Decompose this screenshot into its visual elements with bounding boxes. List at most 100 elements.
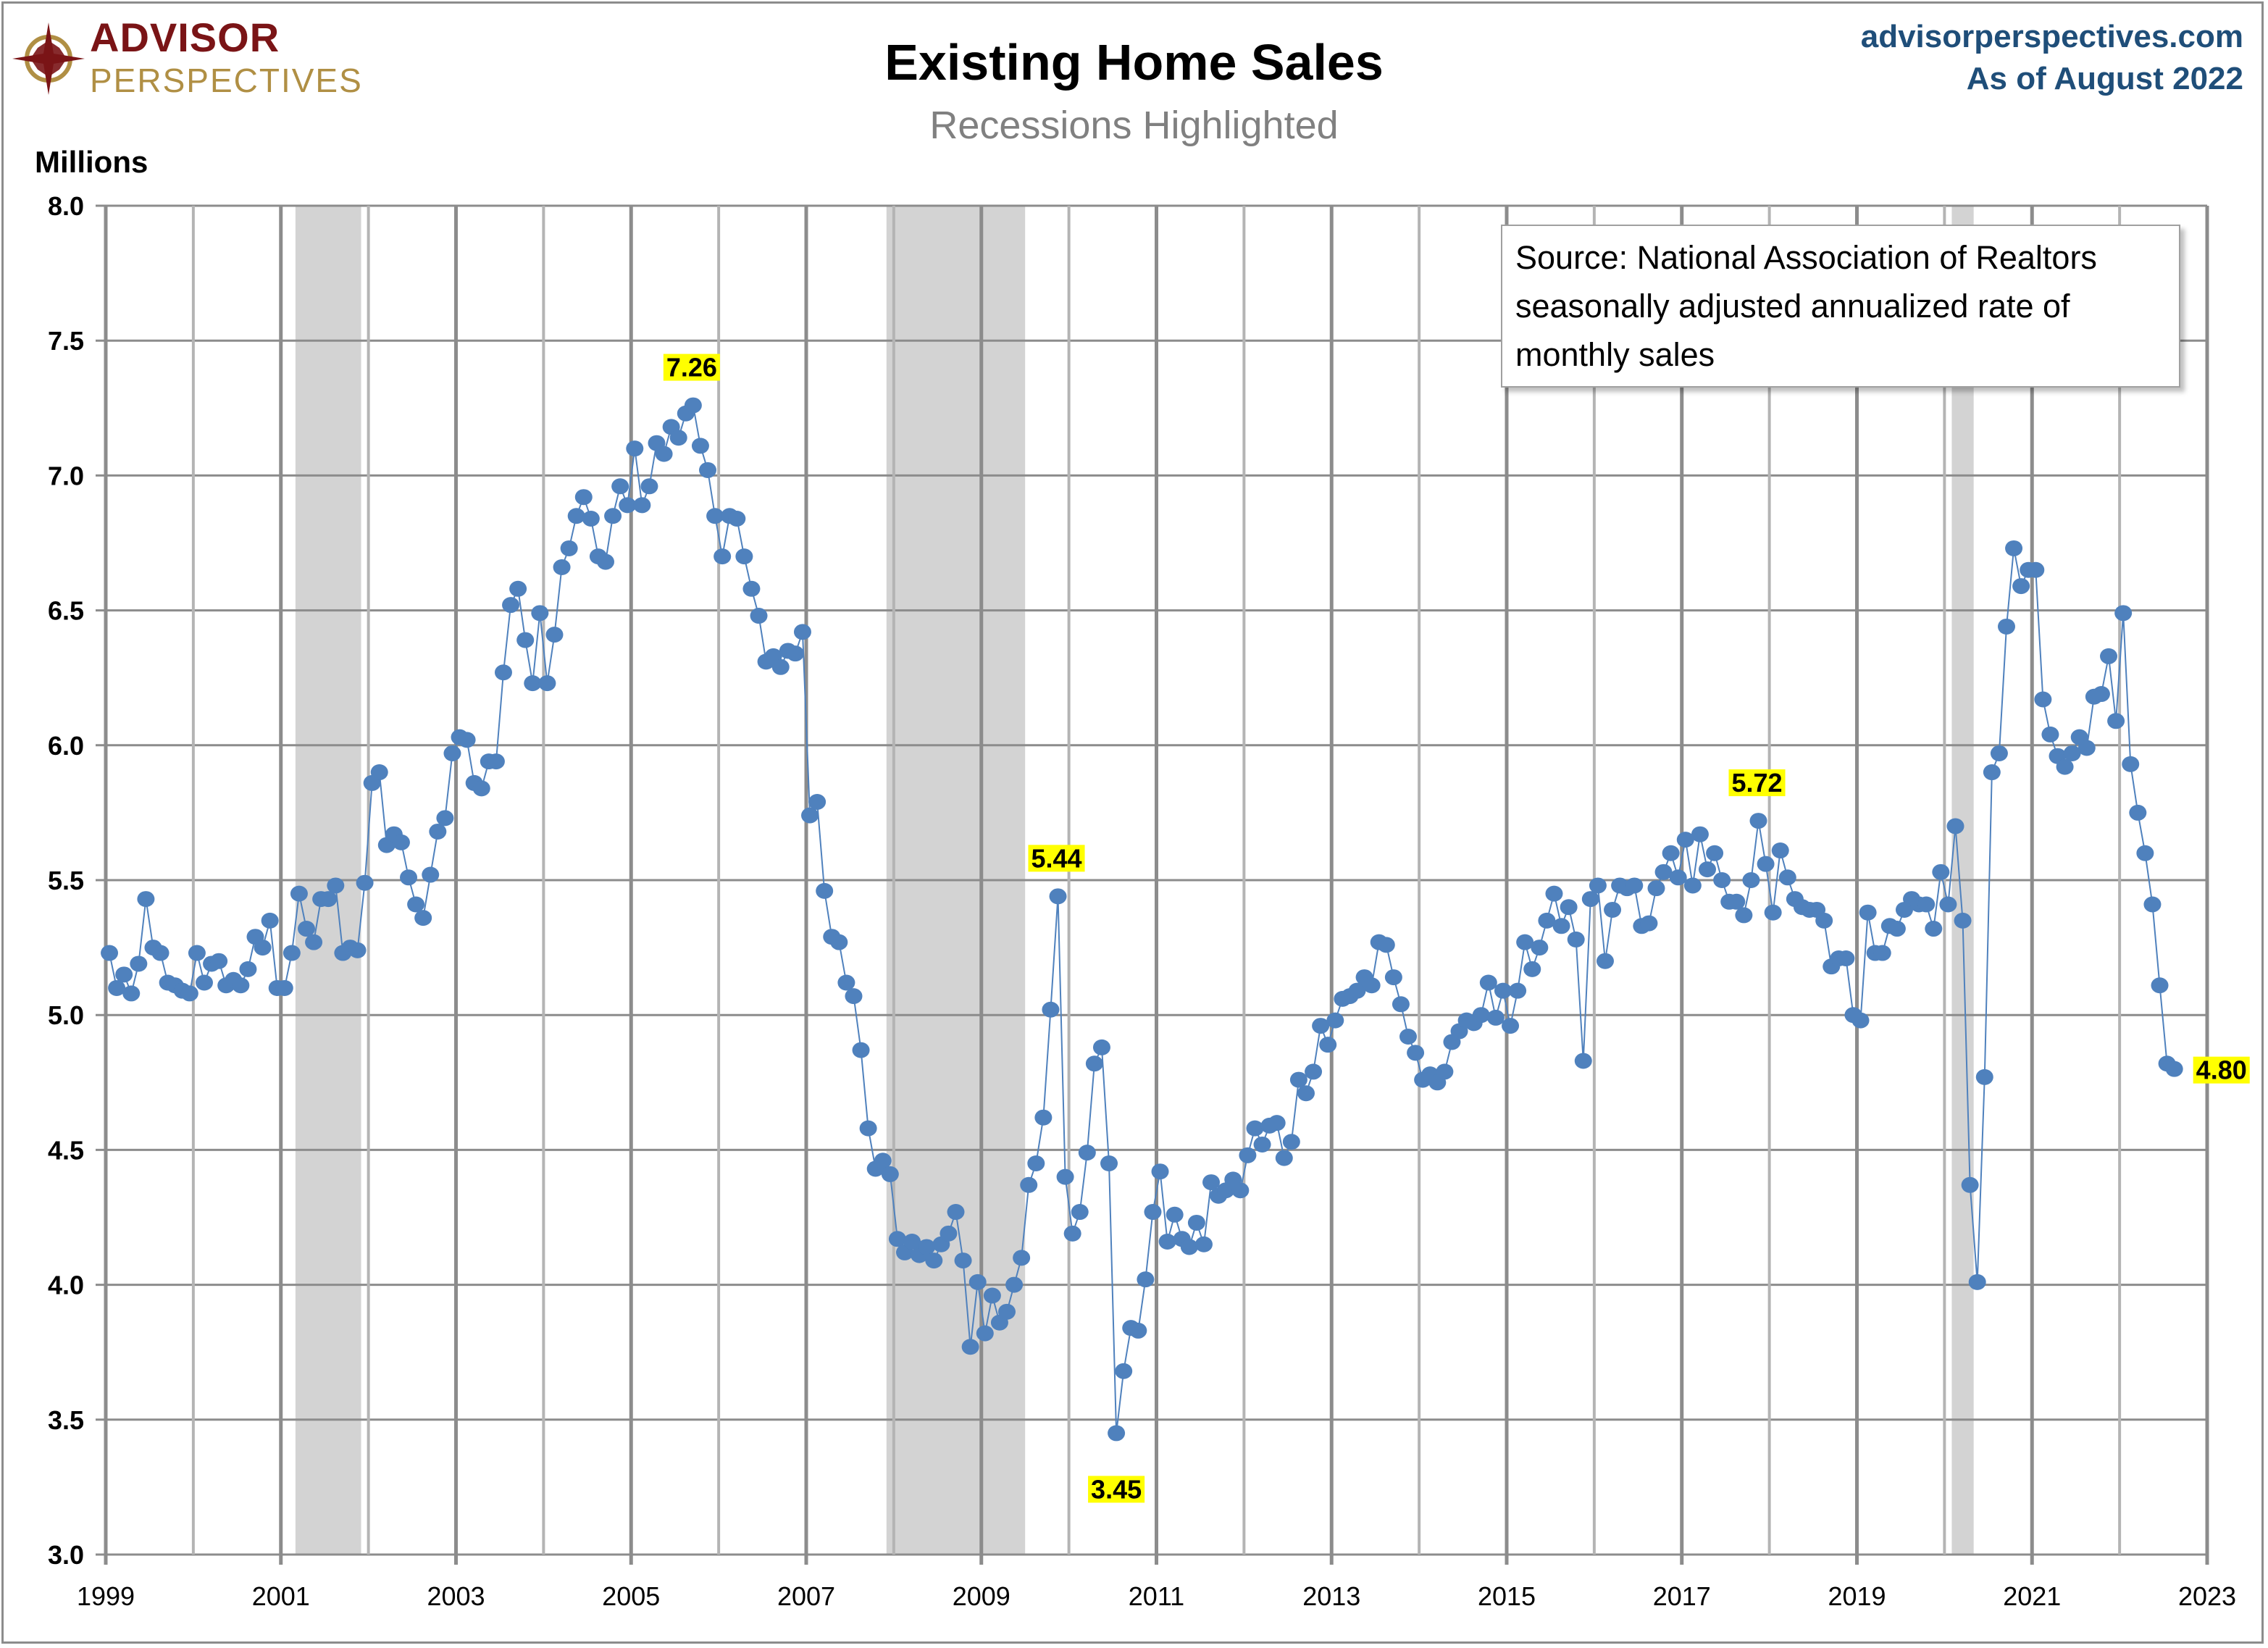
data-point [1888,921,1906,937]
data-point [2114,605,2133,622]
data-label: 5.72 [1728,768,1786,798]
data-point [1545,885,1563,902]
data-point [699,461,717,478]
data-point [180,985,198,1002]
data-point [1990,745,2008,761]
data-point [918,1239,936,1255]
data-point [1239,1147,1257,1163]
y-tick-label: 3.5 [48,1405,84,1435]
data-label: 5.44 [1028,843,1085,873]
y-tick-label: 6.0 [48,731,84,761]
data-point [1742,872,1760,888]
data-point [327,877,345,894]
data-point [1728,893,1746,910]
data-label-highlight [1028,845,1085,872]
x-tick-label: 2023 [2178,1581,2236,1611]
data-point [1246,1120,1264,1137]
data-point [1289,1071,1307,1088]
source-line-2: seasonally adjusted annualized rate of [1515,288,2070,325]
x-tick-label: 2019 [1828,1581,1886,1611]
data-label-highlight [1728,769,1786,797]
y-tick-label: 7.5 [48,326,84,356]
data-point [925,1252,943,1269]
data-point [1538,912,1556,929]
data-point [1925,921,1943,937]
data-label-text: 4.80 [2196,1055,2247,1085]
data-label-text: 7.26 [666,353,717,382]
y-tick-label: 3.0 [48,1540,84,1570]
data-point [1625,877,1644,894]
data-point [1983,764,2001,781]
data-label: 3.45 [1088,1474,1145,1504]
data-point [1851,1012,1870,1029]
data-point [1326,1012,1344,1029]
data-point [728,510,746,527]
data-point [115,966,133,983]
data-point [1144,1204,1162,1221]
data-point [210,953,228,969]
data-point [1486,1009,1505,1026]
data-point [2041,726,2059,743]
x-tick-label: 2009 [953,1581,1010,1611]
data-point [370,764,388,781]
y-tick-label: 4.0 [48,1271,84,1300]
data-point [494,664,512,681]
data-point [458,732,476,748]
data-point [2063,745,2081,761]
data-point [742,580,761,597]
data-point [947,1204,965,1221]
data-point [1137,1271,1155,1288]
data-point [2100,648,2118,664]
data-point [830,934,848,950]
x-tick-label: 2021 [2003,1581,2061,1611]
data-point [1231,1182,1250,1199]
data-point [429,823,447,840]
data-point [611,478,629,495]
data-point [1063,1225,1081,1242]
data-point [1946,818,1964,835]
x-tick-label: 2015 [1478,1581,1536,1611]
data-point [290,885,308,902]
data-point [1997,618,2015,635]
data-point [1683,877,1702,894]
data-point [1749,813,1767,829]
data-point [1319,1037,1337,1053]
data-point [407,896,425,913]
data-label-highlight [2193,1056,2250,1084]
data-point [1005,1276,1024,1293]
data-point [1932,863,1950,880]
data-point [2005,540,2023,556]
x-tick-label: 2007 [777,1581,835,1611]
data-point [392,834,410,850]
data-point [940,1225,958,1242]
data-point [655,446,673,462]
data-point [1392,996,1410,1013]
data-point [881,1166,899,1182]
data-point [1596,953,1614,969]
x-tick-label: 2013 [1302,1581,1360,1611]
website-link[interactable]: advisorperspectives.com [1860,19,2243,54]
data-point [1180,1239,1198,1255]
y-tick-label: 4.5 [48,1135,84,1165]
data-point [1056,1168,1074,1185]
data-point [1115,1363,1133,1379]
y-tick-label: 6.5 [48,596,84,626]
data-point [2077,740,2096,756]
data-point [2107,713,2125,729]
data-point [998,1303,1016,1320]
data-point [239,961,257,977]
data-point [1699,861,1717,878]
data-label-text: 3.45 [1091,1474,1142,1504]
data-point [516,632,535,648]
data-point [283,945,301,961]
data-point [1108,1425,1126,1442]
data-point [837,974,855,991]
data-point [1013,1250,1031,1266]
data-point [786,645,804,662]
data-point [1472,1007,1490,1024]
data-point [1815,912,1833,929]
data-point [1042,1001,1060,1018]
data-point [1706,845,1724,861]
data-point [1954,912,1972,929]
